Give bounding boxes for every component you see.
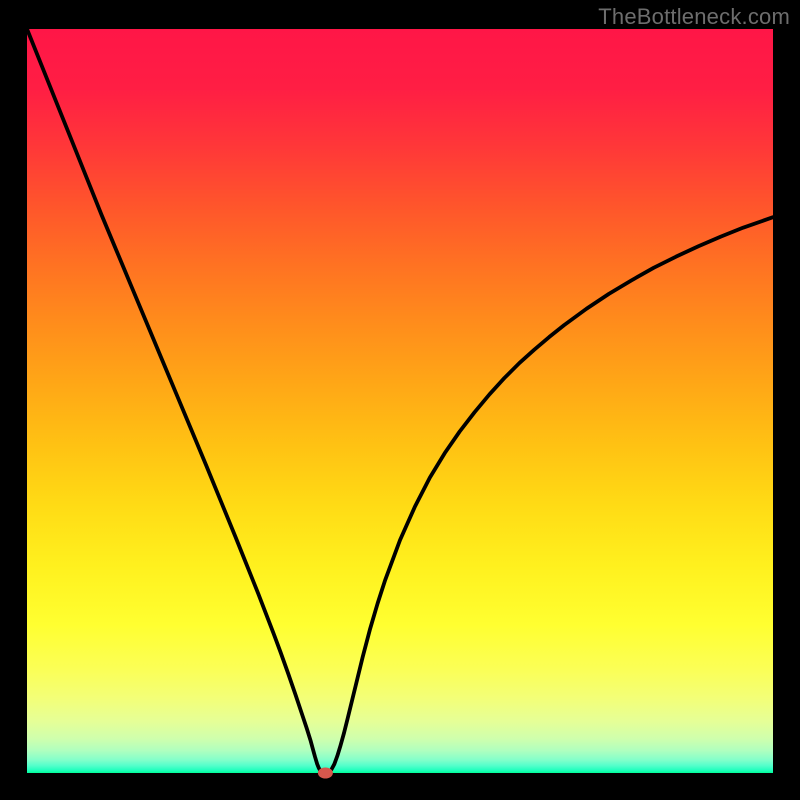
chart-gradient-bg — [27, 29, 773, 773]
optimum-marker — [318, 768, 332, 778]
bottleneck-curve-chart — [0, 0, 800, 800]
chart-container: TheBottleneck.com — [0, 0, 800, 800]
watermark-text: TheBottleneck.com — [598, 4, 790, 30]
